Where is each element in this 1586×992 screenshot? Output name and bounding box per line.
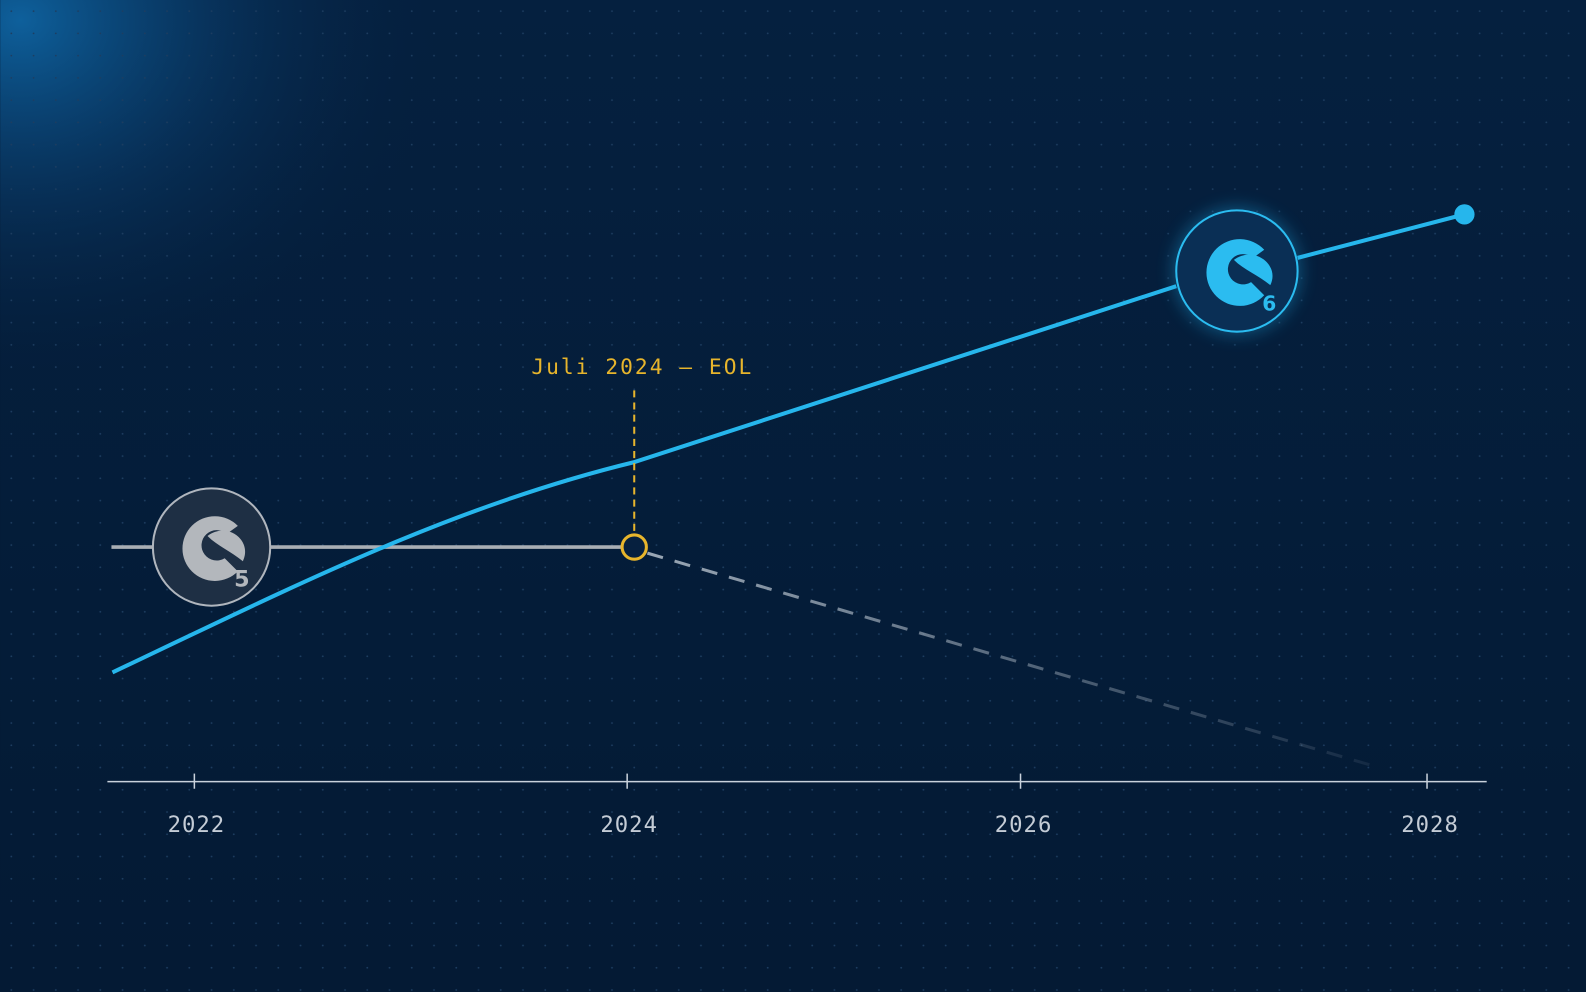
logo: [207, 530, 246, 562]
badge-version: 6: [1262, 291, 1276, 315]
tick-label: 2026: [995, 812, 1053, 838]
badge-v6: 6: [1172, 206, 1302, 336]
badge-version: 5: [234, 567, 249, 593]
logo: [1206, 239, 1265, 306]
tick-label: 2022: [168, 812, 226, 838]
v5-decline: [646, 551, 1376, 768]
eol-point: [620, 533, 648, 561]
badge-circle: [1175, 209, 1299, 333]
axis: [107, 773, 1487, 789]
eol-label: Juli 2024 — EOL: [531, 355, 753, 380]
badge-circle: [151, 487, 272, 607]
v6-endpoint: [1454, 204, 1475, 225]
v6-line: [111, 212, 1465, 675]
badge-v5: 5: [151, 487, 272, 607]
logo: [1233, 254, 1273, 286]
logo: [182, 516, 238, 581]
tick-label: 2024: [600, 812, 658, 838]
tick-label: 2028: [1401, 812, 1459, 838]
